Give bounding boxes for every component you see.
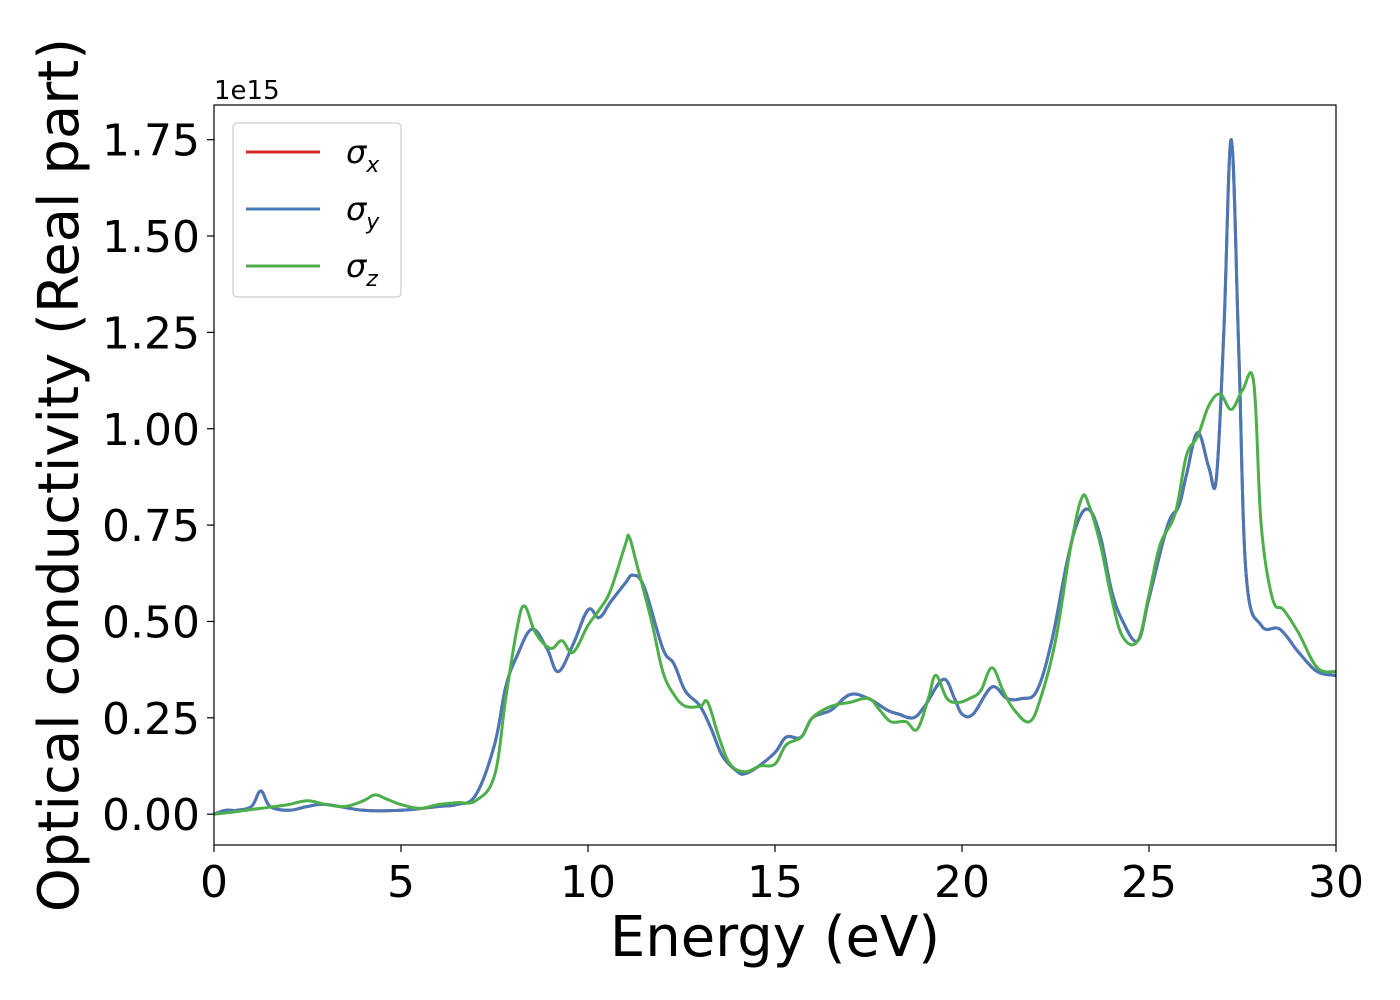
y-axis-title: Optical conductivity (Real part) <box>27 38 92 912</box>
x-tick-label: 25 <box>1121 857 1177 908</box>
legend: σx σy σz <box>232 122 402 298</box>
x-tick-label: 30 <box>1308 857 1364 908</box>
y-tick-label: 1.25 <box>102 308 200 359</box>
x-tick-label: 15 <box>747 857 803 908</box>
y-tick-label: 0.75 <box>102 501 200 552</box>
legend-label-y: σy <box>346 190 380 235</box>
x-tick-label: 10 <box>560 857 616 908</box>
x-tick-label: 5 <box>387 857 415 908</box>
y-tick-label: 0.25 <box>102 694 200 745</box>
x-tick-label: 0 <box>200 857 228 908</box>
legend-label-x: σx <box>346 133 380 178</box>
x-axis-title: Energy (eV) <box>610 905 940 970</box>
x-tick-label: 20 <box>934 857 990 908</box>
y-tick-label: 1.50 <box>102 212 200 263</box>
series-layer <box>214 138 1336 816</box>
y-tick-label: 0.00 <box>102 790 200 841</box>
y-tick-label: 1.75 <box>102 116 200 167</box>
series-line-z <box>214 371 1336 816</box>
y-axis-ticks: 0.00 0.25 0.50 0.75 1.00 1.25 1.50 1.75 <box>102 116 214 841</box>
x-axis-ticks: 0 5 10 15 20 25 30 <box>200 845 1364 908</box>
legend-label-z: σz <box>346 247 378 292</box>
y-axis-offset-label: 1e15 <box>214 76 280 106</box>
y-tick-label: 1.00 <box>102 405 200 456</box>
y-tick-label: 0.50 <box>102 597 200 648</box>
